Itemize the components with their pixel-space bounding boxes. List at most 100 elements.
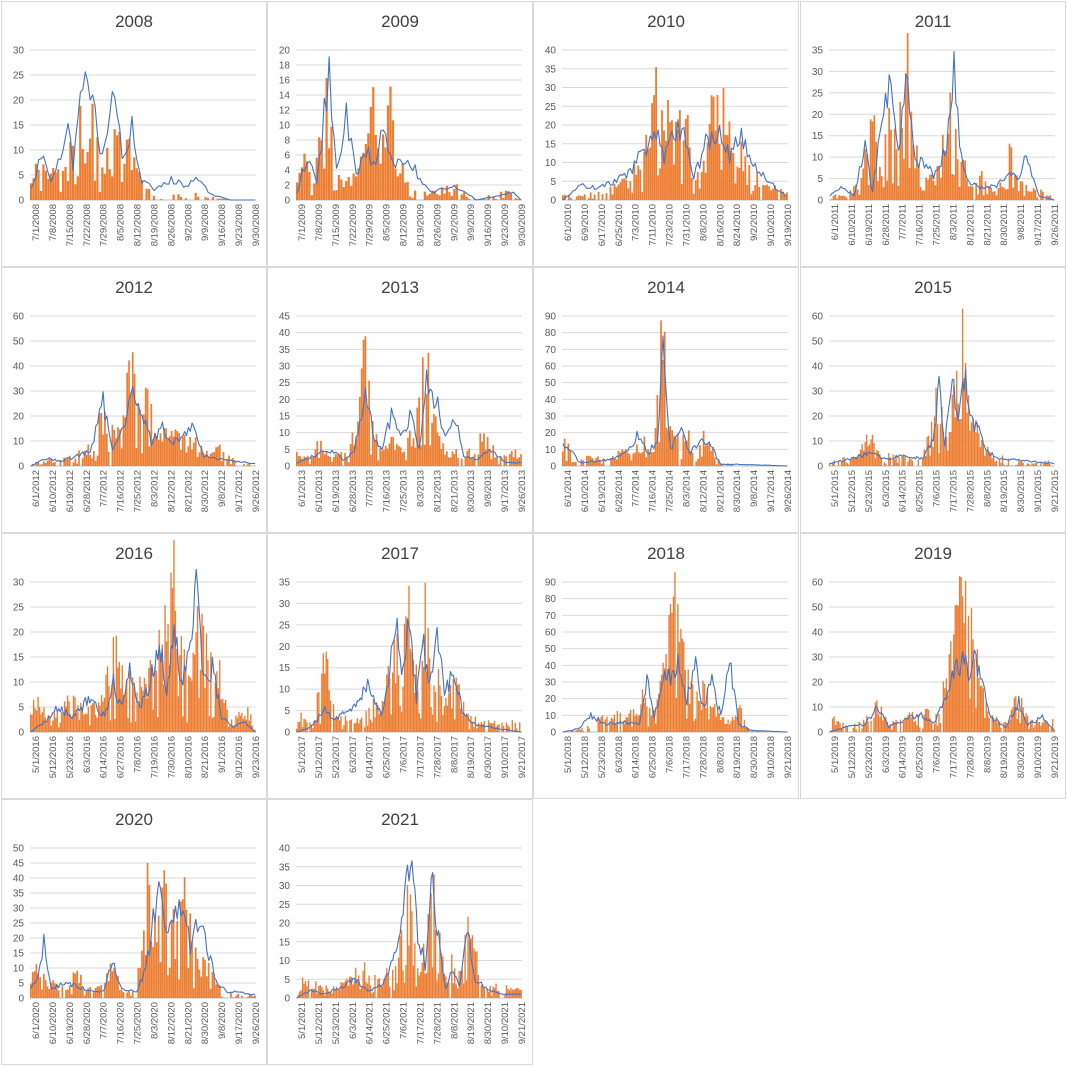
bar — [57, 169, 60, 200]
x-tick-label: 7/31/2010 — [681, 204, 692, 246]
bar — [917, 459, 919, 466]
bar — [653, 95, 656, 200]
x-tick-label: 6/3/2019 — [881, 736, 892, 773]
bar — [591, 198, 594, 200]
bar — [332, 704, 335, 732]
y-tick-label: 10 — [13, 146, 25, 157]
bar — [310, 989, 313, 998]
x-tick-label: 5/12/2019 — [847, 736, 858, 778]
bar — [569, 451, 572, 466]
bar — [877, 714, 880, 732]
bar — [38, 706, 41, 732]
x-tick-label: 6/28/2012 — [82, 470, 93, 512]
bar — [958, 576, 961, 732]
bar — [567, 194, 570, 200]
bar — [143, 930, 145, 998]
bar — [383, 979, 385, 998]
x-tick-label: 9/26/2020 — [251, 1002, 262, 1044]
bar — [639, 453, 642, 466]
bar — [68, 455, 71, 466]
bar — [159, 433, 162, 466]
y-tick-label: 50 — [545, 378, 557, 389]
bar — [973, 658, 976, 732]
bar — [65, 706, 67, 732]
x-tick-label: 7/16/2012 — [116, 470, 127, 512]
bar — [349, 444, 352, 466]
y-tick-label: 30 — [279, 881, 291, 892]
bar — [922, 728, 924, 732]
bar — [624, 448, 627, 466]
x-tick-label: 6/3/2017 — [348, 736, 359, 773]
bar — [956, 159, 959, 200]
bar — [762, 184, 765, 200]
bar — [950, 431, 952, 466]
bar — [991, 714, 993, 732]
x-tick-label: 5/23/2016 — [65, 736, 76, 778]
bar — [359, 156, 363, 200]
bar — [874, 458, 877, 466]
x-tick-label: 9/17/2011 — [1033, 204, 1044, 246]
bar — [367, 133, 370, 200]
x-tick-label: 6/25/2015 — [915, 470, 926, 512]
bar — [745, 727, 747, 732]
bar — [39, 190, 43, 200]
bar — [505, 456, 508, 466]
bar — [880, 706, 883, 732]
bar — [314, 449, 317, 466]
bar — [135, 448, 138, 466]
bar — [439, 932, 441, 998]
bar — [690, 681, 692, 732]
bar — [440, 448, 443, 466]
bar — [403, 451, 406, 466]
bar — [128, 990, 130, 998]
x-tick-label: 7/16/2013 — [382, 470, 393, 512]
bar — [972, 639, 974, 732]
y-tick-label: 0 — [18, 196, 24, 207]
bar — [502, 725, 505, 732]
bar — [953, 174, 955, 200]
bar — [593, 460, 596, 466]
bar — [128, 138, 131, 200]
bar — [442, 443, 445, 466]
bar — [730, 150, 733, 200]
x-tick-label: 7/28/2015 — [965, 470, 976, 512]
bar — [204, 687, 206, 732]
bar — [681, 638, 684, 732]
bar — [368, 707, 370, 732]
bar — [636, 444, 638, 466]
bar — [437, 669, 440, 732]
bar — [41, 464, 43, 466]
y-tick-label: 0 — [550, 196, 556, 207]
bar — [831, 462, 834, 466]
y-tick-label: 0 — [284, 728, 290, 739]
bar — [114, 719, 116, 732]
bar — [888, 726, 890, 732]
y-tick-label: 15 — [279, 663, 291, 674]
bar — [362, 152, 365, 200]
bar — [507, 725, 509, 732]
bar — [929, 718, 931, 732]
bar — [886, 722, 888, 732]
bar — [233, 725, 236, 732]
bar — [354, 176, 358, 200]
bar — [338, 989, 341, 998]
bar — [841, 195, 844, 200]
bar — [74, 458, 77, 466]
bar — [372, 698, 375, 732]
bar — [358, 396, 361, 466]
bar — [72, 972, 75, 998]
x-tick-label: 6/25/2017 — [382, 736, 393, 778]
bar — [465, 713, 468, 732]
bar — [708, 719, 710, 732]
bar — [83, 995, 86, 998]
x-tick-label: 9/17/2013 — [500, 470, 511, 512]
bar — [247, 707, 249, 732]
bar — [94, 460, 97, 466]
bar — [47, 715, 50, 732]
bar — [953, 385, 955, 466]
bar — [102, 701, 104, 732]
bar — [198, 969, 201, 998]
bar — [318, 137, 321, 200]
bar — [344, 980, 347, 998]
bar — [971, 186, 974, 200]
